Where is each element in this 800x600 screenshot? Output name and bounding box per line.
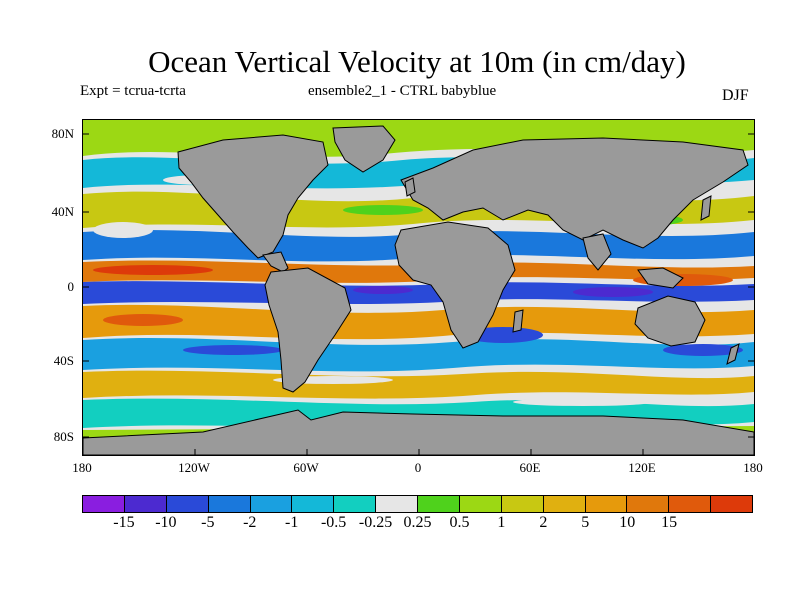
colorbar-swatch <box>459 496 502 512</box>
colorbar-label: -2 <box>243 514 257 531</box>
colorbar-label: 1 <box>497 514 506 531</box>
colorbar-swatch <box>627 496 670 512</box>
colorbar-swatch <box>124 496 167 512</box>
experiment-label: Expt = tcrua-tcrta <box>80 83 186 99</box>
colorbar-label: 0.25 <box>403 514 432 531</box>
antarctica <box>83 409 754 455</box>
colorbar-swatch <box>418 496 460 512</box>
south-midlat-band <box>83 370 754 399</box>
graticule-ticks <box>83 133 754 455</box>
colorbar-swatch <box>543 496 586 512</box>
greenland <box>332 125 396 173</box>
colorbar-swatch <box>208 496 251 512</box>
lon-label-180e: 180 <box>743 460 763 475</box>
season-label: DJF <box>722 87 749 104</box>
north-america <box>177 134 329 259</box>
colorbar-swatch <box>669 496 712 512</box>
colorbar-swatch <box>292 496 335 512</box>
japan <box>700 195 712 221</box>
british-isles <box>404 177 416 197</box>
colorbar-label: -1 <box>285 514 299 531</box>
australia <box>634 295 706 347</box>
south-america <box>264 267 352 393</box>
ensemble-label: ensemble2_1 - CTRL babyblue <box>308 83 497 99</box>
colorbar-label: -10 <box>155 514 177 531</box>
lon-label-60e: 60E <box>519 460 541 475</box>
colorbar-swatch <box>501 496 544 512</box>
map-title: Ocean Vertical Velocity at 10m (in cm/da… <box>148 44 686 79</box>
lon-label-60w: 60W <box>293 460 319 475</box>
lat-label-40s: 40S <box>53 353 74 368</box>
colorbar-label: 10 <box>619 514 636 531</box>
colorbar-swatch <box>585 496 628 512</box>
lat-label-80s: 80S <box>53 429 74 444</box>
eurasia <box>400 137 749 249</box>
lat-label-40n: 40N <box>51 204 74 219</box>
colorbar-swatch <box>250 496 293 512</box>
colorbar-label: 0.5 <box>449 514 470 531</box>
colorbar-label: -5 <box>201 514 215 531</box>
colorbar-label: 2 <box>539 514 548 531</box>
colorbar-swatch <box>376 496 418 512</box>
colorbar <box>82 495 753 513</box>
colorbar-label: -0.25 <box>358 514 393 531</box>
colorbar-label: 15 <box>661 514 678 531</box>
lon-label-120e: 120E <box>628 460 656 475</box>
lon-label-180w: 180 <box>72 460 92 475</box>
se-asia-islands <box>637 267 684 289</box>
south-tropic-band <box>83 304 754 340</box>
madagascar <box>512 309 524 333</box>
map-canvas <box>83 120 754 455</box>
new-zealand <box>726 343 740 365</box>
world-map <box>82 119 755 456</box>
lat-label-0: 0 <box>67 279 75 294</box>
colorbar-swatch <box>711 496 752 512</box>
africa <box>394 221 516 349</box>
colorbar-label: 5 <box>581 514 590 531</box>
lat-label-80n: 80N <box>51 126 74 141</box>
land-masses <box>83 125 754 455</box>
colorbar-swatch <box>334 496 377 512</box>
equator-band <box>83 281 754 304</box>
india <box>582 233 612 271</box>
colorbar-label: -0.5 <box>320 514 347 531</box>
lon-label-120w: 120W <box>178 460 210 475</box>
colorbar-swatch <box>166 496 209 512</box>
colorbar-swatch <box>83 496 125 512</box>
colorbar-label: -15 <box>113 514 135 531</box>
lon-label-0: 0 <box>414 460 422 475</box>
